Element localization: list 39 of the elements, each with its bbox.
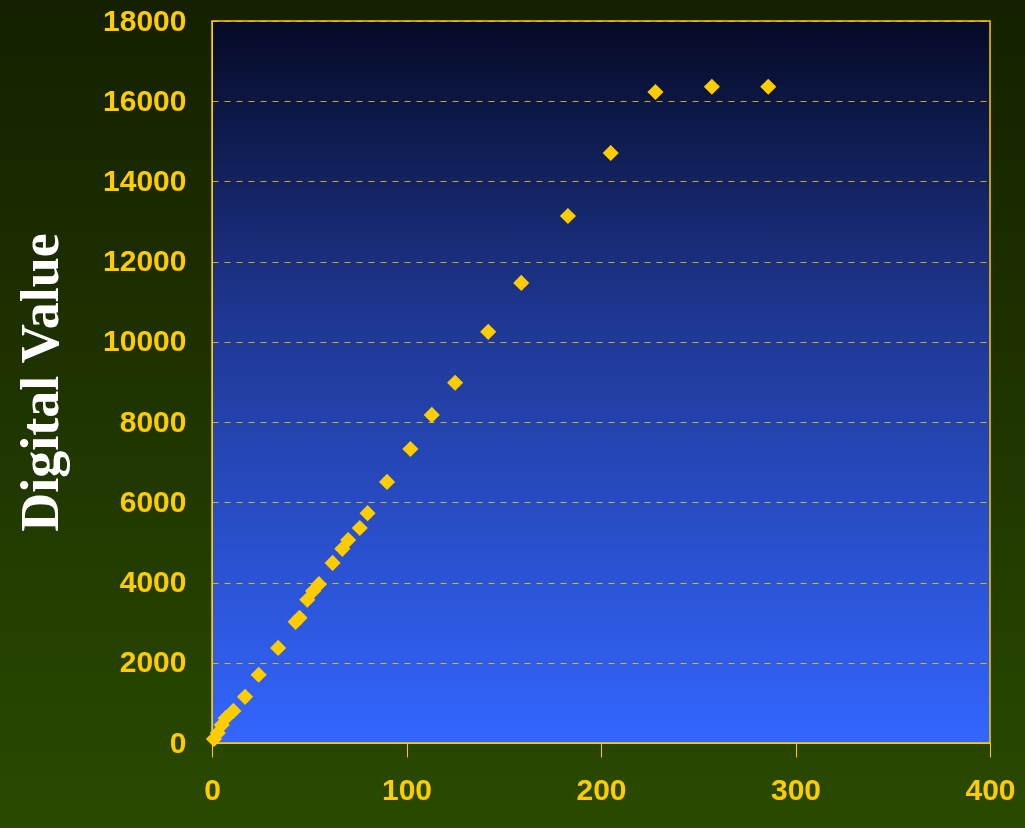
- y-axis-title: Digital Value: [10, 233, 71, 532]
- point: [250, 666, 267, 683]
- point: [324, 554, 341, 571]
- point: [270, 639, 287, 656]
- y-tick-label: 16000: [103, 83, 187, 117]
- point: [447, 374, 464, 391]
- point: [359, 505, 376, 522]
- x-tick-label: 0: [204, 772, 221, 806]
- point: [760, 78, 777, 95]
- y-tick-label: 10000: [103, 324, 187, 358]
- y-tick-label: 18000: [103, 3, 187, 37]
- point: [559, 207, 576, 224]
- point: [237, 688, 254, 705]
- point: [334, 540, 351, 557]
- y-tick-label: 2000: [119, 645, 187, 679]
- point: [291, 609, 308, 626]
- point: [480, 323, 497, 340]
- point: [351, 519, 368, 537]
- x-tick-label: 200: [576, 772, 627, 806]
- x-tick-label: 300: [770, 772, 822, 806]
- point: [423, 406, 440, 423]
- point: [513, 274, 530, 291]
- point: [602, 144, 619, 162]
- x-tick-label: 400: [965, 772, 1016, 806]
- y-tick-label: 8000: [119, 404, 187, 438]
- point: [299, 591, 316, 608]
- point: [402, 440, 419, 458]
- y-tick-label: 12000: [103, 244, 187, 278]
- point: [703, 78, 720, 95]
- point: [378, 473, 396, 490]
- y-tick-label: 6000: [119, 484, 187, 518]
- point: [225, 702, 242, 719]
- point: [310, 576, 328, 593]
- y-tick-label: 4000: [119, 565, 187, 599]
- point: [647, 83, 664, 101]
- y-tick-label: 0: [169, 725, 187, 759]
- point: [340, 531, 357, 549]
- y-tick-label: 14000: [103, 163, 187, 197]
- x-tick-label: 100: [381, 772, 433, 806]
